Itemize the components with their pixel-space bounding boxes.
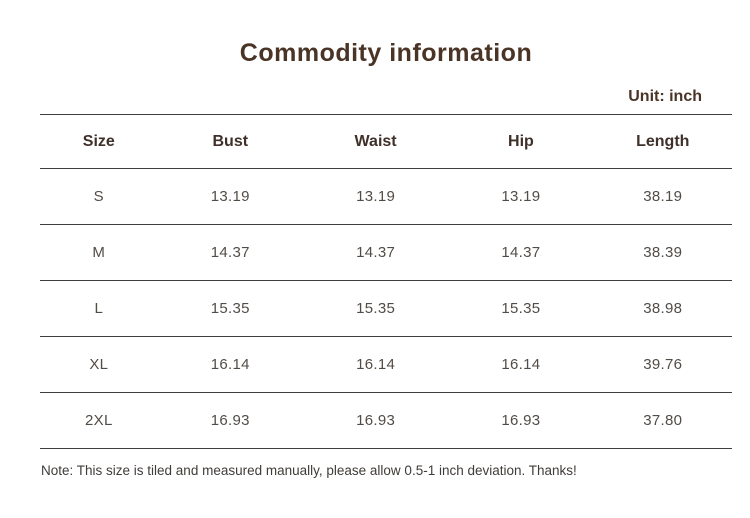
waist-cell: 14.37 [356,244,396,261]
length-cell: 38.19 [643,188,683,205]
column-header-size: Size [82,132,115,150]
length-cell: 39.76 [643,356,683,373]
size-table: Size Bust Waist Hip Length S 13.19 13.19… [40,114,732,449]
hip-cell: 14.37 [501,244,541,261]
waist-cell: 16.93 [356,412,396,429]
size-cell: L [94,300,104,317]
bust-cell: 15.35 [210,300,250,317]
table-row-m: M 14.37 14.37 14.37 38.39 [40,224,732,281]
column-header-waist: Waist [354,132,397,150]
bust-cell: 16.93 [210,412,250,429]
bust-cell: 14.37 [210,244,250,261]
column-header-bust: Bust [212,132,249,150]
column-header-hip: Hip [508,132,534,150]
table-row-xl: XL 16.14 16.14 16.14 39.76 [40,336,732,393]
header-row: Size Bust Waist Hip Length [40,115,732,169]
size-cell: XL [89,356,109,373]
bust-cell: 16.14 [210,356,250,373]
size-table-header: Size Bust Waist Hip Length [40,115,732,169]
waist-cell: 16.14 [356,356,396,373]
length-cell: 38.39 [643,244,683,261]
table-row-l: L 15.35 15.35 15.35 38.98 [40,280,732,337]
bust-cell: 13.19 [210,188,250,205]
measurement-note: Note: This size is tiled and measured ma… [41,463,577,478]
table-row-2xl: 2XL 16.93 16.93 16.93 37.80 [40,392,732,449]
unit-label: Unit: inch [628,88,702,105]
waist-cell: 15.35 [356,300,396,317]
hip-cell: 16.14 [501,356,541,373]
length-cell: 38.98 [643,300,683,317]
hip-cell: 16.93 [501,412,541,429]
commodity-info-panel: Commodity information Unit: inch Size Bu… [40,0,732,479]
column-header-length: Length [636,132,690,150]
size-cell: 2XL [85,412,113,429]
hip-cell: 15.35 [501,300,541,317]
size-table-body: S 13.19 13.19 13.19 38.19 M 14.37 14.37 … [40,168,732,449]
size-cell: M [92,244,106,261]
length-cell: 37.80 [643,412,683,429]
size-cell: S [93,188,104,205]
page-title: Commodity information [239,39,533,67]
table-row-s: S 13.19 13.19 13.19 38.19 [40,168,732,225]
waist-cell: 13.19 [356,188,396,205]
hip-cell: 13.19 [501,188,541,205]
